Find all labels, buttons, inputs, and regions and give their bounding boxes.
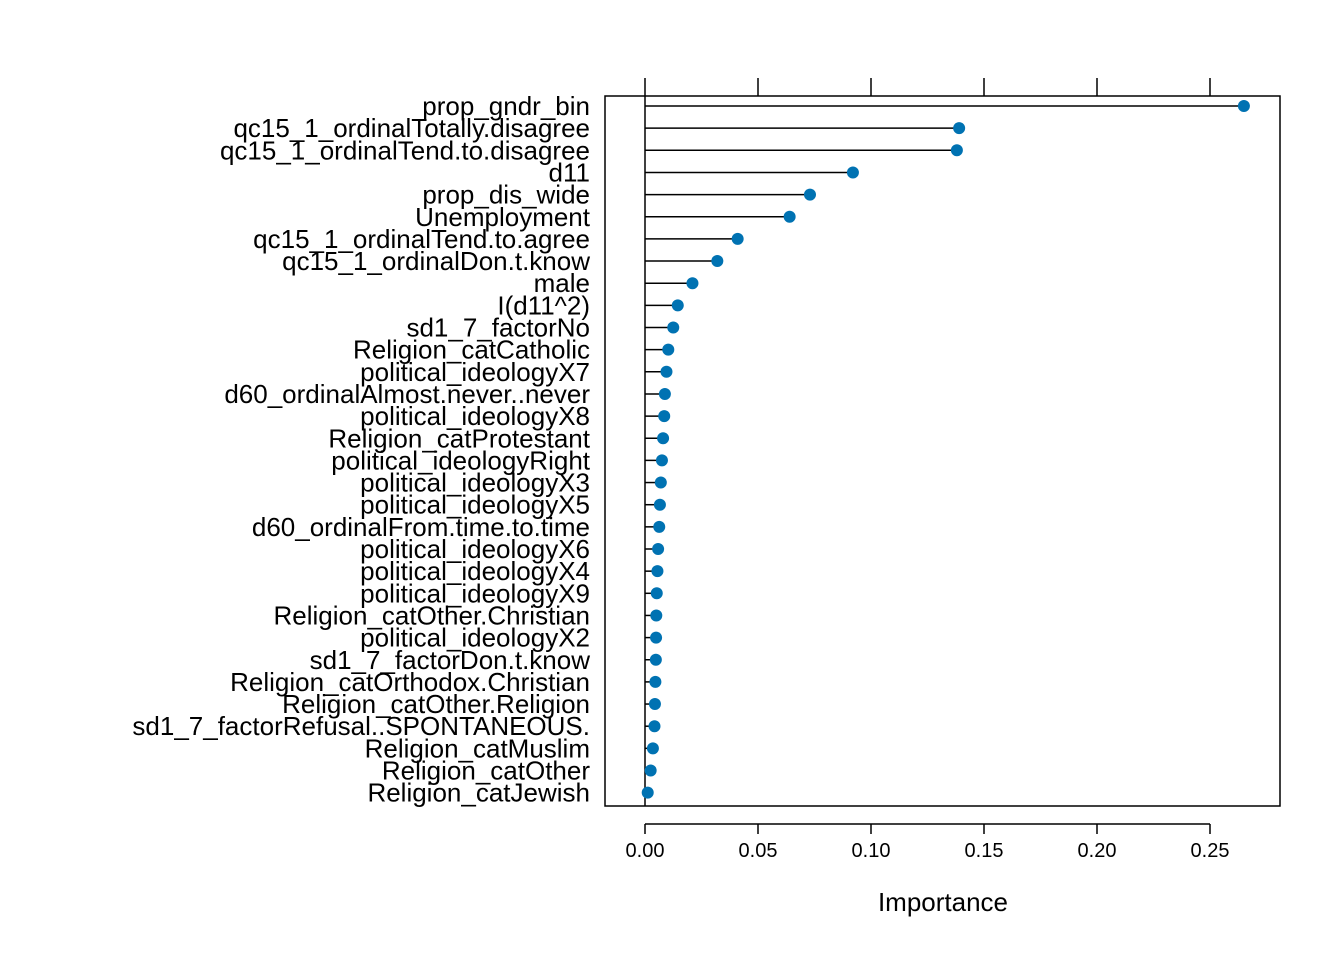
point-6: [731, 232, 744, 245]
point-0: [1237, 100, 1250, 112]
category-label-8: male: [534, 268, 590, 298]
point-27: [648, 698, 661, 711]
category-label-12: political_ideologyX7: [360, 357, 590, 387]
point-16: [655, 454, 668, 467]
point-24: [650, 631, 663, 644]
category-label-15: Religion_catProtestant: [328, 423, 590, 453]
category-label-24: political_ideologyX2: [360, 623, 590, 653]
point-10: [667, 321, 680, 334]
point-15: [657, 432, 670, 445]
category-label-6: qc15_1_ordinalTend.to.agree: [253, 224, 590, 254]
category-label-28: sd1_7_factorRefusal..SPONTANEOUS.: [132, 711, 590, 741]
category-label-25: sd1_7_factorDon.t.know: [310, 645, 591, 675]
category-label-10: sd1_7_factorNo: [406, 313, 590, 343]
point-23: [650, 609, 663, 622]
point-31: [641, 786, 654, 799]
point-11: [662, 343, 675, 356]
x-axis: 0.00 0.05 0.10 0.15 0.20 0.25: [626, 823, 1230, 862]
x-tick-label-5: 0.25: [1191, 840, 1230, 862]
category-label-16: political_ideologyRight: [331, 445, 590, 475]
category-label-22: political_ideologyX9: [360, 578, 590, 608]
point-22: [650, 587, 663, 600]
category-label-9: I(d11^2): [497, 290, 590, 320]
point-14: [658, 410, 671, 423]
category-label-21: political_ideologyX4: [360, 556, 590, 586]
category-label-23: Religion_catOther.Christian: [274, 600, 591, 630]
category-label-26: Religion_catOrthodox.Christian: [230, 667, 590, 697]
category-label-29: Religion_catMuslim: [365, 733, 590, 763]
point-7: [711, 255, 724, 268]
category-label-19: d60_ordinalFrom.time.to.time: [252, 512, 590, 542]
point-9: [671, 299, 684, 312]
category-label-11: Religion_catCatholic: [353, 335, 590, 365]
point-3: [846, 166, 859, 179]
category-label-13: d60_ordinalAlmost.never..never: [224, 379, 590, 409]
category-label-4: prop_dis_wide: [422, 180, 590, 210]
x-tick-label-3: 0.15: [965, 840, 1004, 862]
category-label-5: Unemployment: [415, 202, 591, 232]
category-labels-group: prop_gndr_binqc15_1_ordinalTotally.disag…: [132, 91, 590, 808]
point-21: [651, 565, 664, 578]
x-tick-label-2: 0.10: [852, 840, 891, 862]
category-label-3: d11: [549, 157, 590, 187]
category-label-30: Religion_catOther: [382, 756, 590, 786]
x-axis-title: Importance: [878, 887, 1008, 917]
point-13: [658, 387, 671, 400]
category-label-27: Religion_catOther.Religion: [282, 689, 590, 719]
point-1: [953, 122, 966, 135]
category-label-2: qc15_1_ordinalTend.to.disagree: [220, 135, 590, 165]
category-label-0: prop_gndr_bin: [422, 91, 590, 121]
point-29: [646, 742, 659, 755]
point-30: [644, 764, 657, 777]
category-label-14: political_ideologyX8: [360, 401, 590, 431]
category-label-18: political_ideologyX5: [360, 490, 590, 520]
point-19: [653, 520, 666, 533]
category-label-17: political_ideologyX3: [360, 468, 590, 498]
x-tick-label-1: 0.05: [739, 840, 778, 862]
point-5: [783, 210, 796, 223]
stems-group: [644, 96, 1244, 806]
category-label-20: political_ideologyX6: [360, 534, 590, 564]
category-label-31: Religion_catJewish: [367, 778, 590, 808]
points-group: [641, 100, 1250, 799]
x-tick-label-0: 0.00: [626, 840, 665, 862]
point-8: [686, 277, 699, 290]
x-tick-label-4: 0.20: [1078, 840, 1117, 862]
point-20: [652, 543, 665, 555]
point-4: [803, 188, 816, 201]
top-ticks-group: [644, 78, 1211, 96]
point-26: [649, 675, 662, 688]
point-18: [653, 498, 666, 511]
category-label-7: qc15_1_ordinalDon.t.know: [282, 246, 590, 276]
point-28: [648, 720, 661, 733]
point-17: [654, 476, 667, 489]
point-12: [660, 365, 673, 378]
point-2: [950, 144, 963, 157]
plot-frame: [604, 95, 1281, 807]
point-25: [649, 653, 662, 666]
category-label-1: qc15_1_ordinalTotally.disagree: [233, 113, 590, 143]
